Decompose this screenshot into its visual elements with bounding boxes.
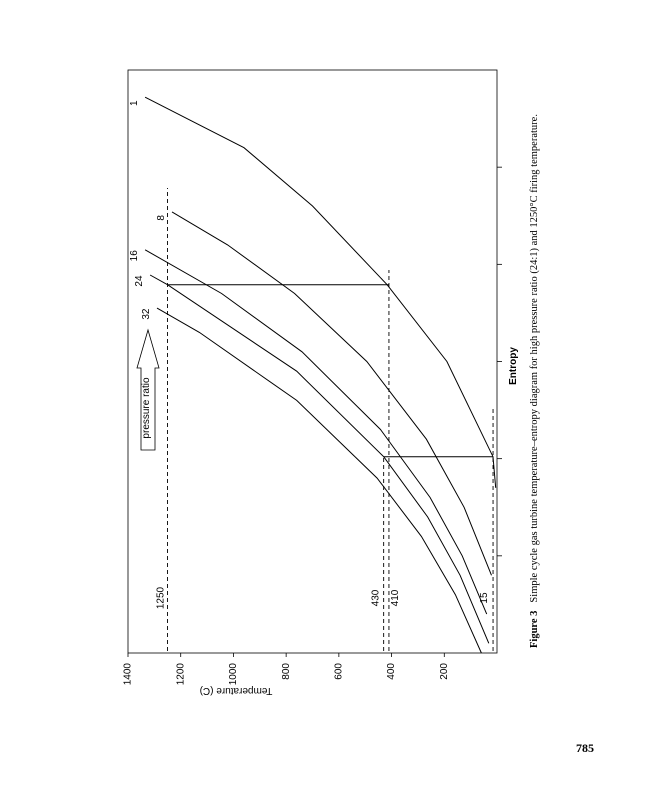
pressure-arrow <box>136 328 160 451</box>
series-label: 1 <box>129 100 140 106</box>
reference-label: 15 <box>479 592 490 604</box>
series-label: 16 <box>129 250 140 262</box>
cycle-line <box>167 284 493 458</box>
isobar <box>144 249 488 615</box>
page-number: 785 <box>576 741 594 755</box>
caption: Figure 3 Simple cycle gas turbine tempera… <box>529 114 540 648</box>
isobar <box>171 211 492 576</box>
y-tick-label: 1000 <box>228 663 239 686</box>
y-tick-label: 400 <box>386 663 397 680</box>
series-label: 8 <box>156 215 167 221</box>
y-tick-label: 600 <box>333 663 344 680</box>
y-tick-label: 800 <box>281 663 292 680</box>
x-axis-label: Entropy <box>508 347 519 385</box>
y-tick-label: 200 <box>439 663 450 680</box>
caption-label: Figure 3 <box>529 611 540 648</box>
y-tick-label: 1400 <box>123 663 134 686</box>
reference-label: 430 <box>371 589 382 606</box>
series-label: 24 <box>134 275 145 287</box>
series-label: 32 <box>141 308 152 320</box>
y-axis-label: Temperature (C) <box>200 685 273 696</box>
reference-label: 410 <box>390 589 401 606</box>
reference-label: 1250 <box>156 586 167 609</box>
y-tick-label: 1200 <box>175 663 186 686</box>
annotation: pressure ratio <box>141 377 152 439</box>
isobar <box>156 307 482 654</box>
caption-text: Simple cycle gas turbine temperature–ent… <box>529 114 540 603</box>
